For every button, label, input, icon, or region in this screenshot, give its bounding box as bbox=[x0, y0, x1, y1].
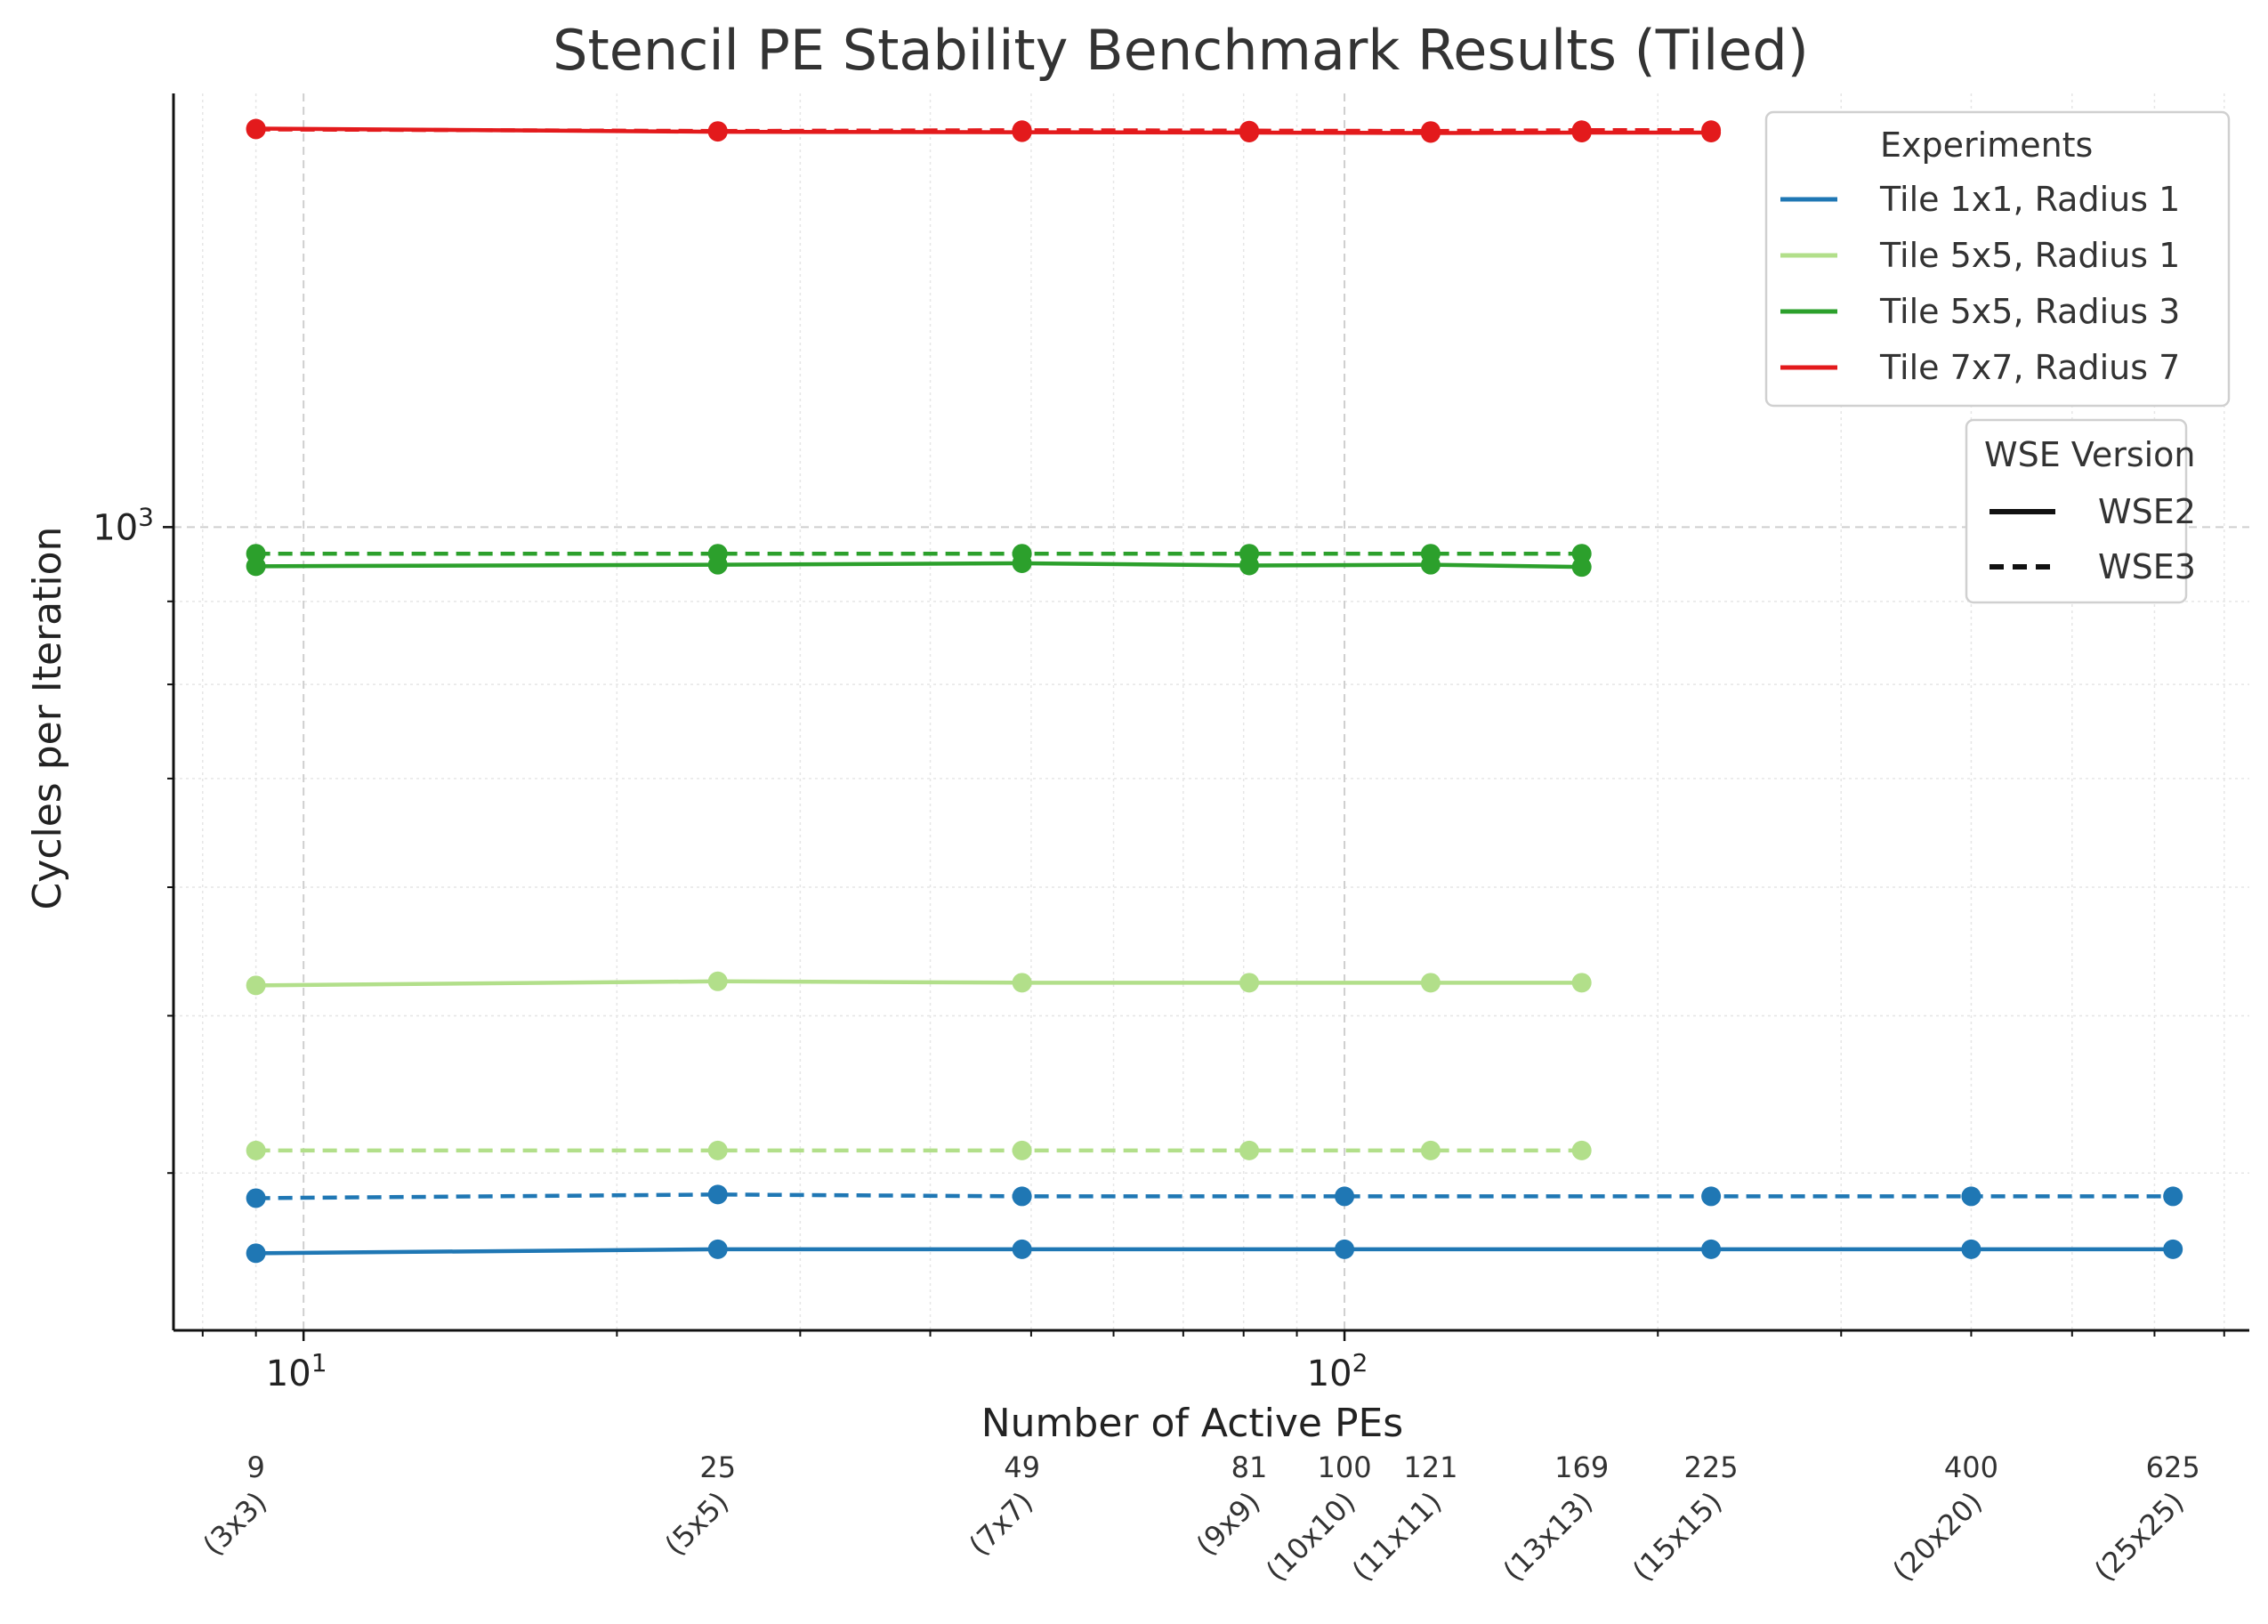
data-point bbox=[1571, 120, 1592, 141]
series-line bbox=[255, 1247, 2174, 1256]
pe-grid-label: (5x5) bbox=[658, 1485, 736, 1563]
legend-versions-box bbox=[1965, 418, 2188, 604]
series-3 bbox=[246, 1140, 1592, 1160]
data-point bbox=[246, 544, 266, 564]
data-point bbox=[246, 1140, 266, 1160]
x-tick-exponent: 1 bbox=[311, 1348, 327, 1378]
series-line bbox=[255, 1192, 2174, 1200]
series-line bbox=[255, 979, 1582, 988]
pe-count-label: 9 bbox=[246, 1450, 264, 1484]
x-tick-exponent: 2 bbox=[1352, 1348, 1368, 1378]
pe-grid-label: (9x9) bbox=[1190, 1485, 1267, 1563]
data-point bbox=[1335, 1239, 1355, 1259]
legend-version-label: WSE2 bbox=[2098, 492, 2196, 531]
x-tick-base: 10 bbox=[266, 1353, 311, 1394]
pe-count-label: 400 bbox=[1944, 1450, 1998, 1484]
data-point bbox=[1420, 544, 1441, 564]
pe-grid-label: (11x11) bbox=[1345, 1485, 1449, 1588]
data-point bbox=[707, 971, 728, 991]
pe-grid-label: (3x3) bbox=[197, 1485, 274, 1563]
data-point bbox=[1571, 973, 1592, 993]
data-point bbox=[1239, 120, 1260, 141]
data-point bbox=[1701, 120, 1722, 141]
data-point bbox=[1239, 973, 1260, 993]
pe-grid-label: (13x13) bbox=[1497, 1485, 1600, 1588]
legend-version-label: WSE3 bbox=[2098, 547, 2196, 586]
y-tick-exponent: 3 bbox=[138, 502, 154, 531]
x-tick-base: 10 bbox=[1307, 1353, 1352, 1394]
x-axis-label: Number of Active PEs bbox=[981, 1401, 1403, 1446]
axes-layer bbox=[163, 93, 2249, 1341]
series-7 bbox=[246, 119, 1722, 141]
series-5 bbox=[246, 544, 1592, 564]
x-tick-label: 102 bbox=[1307, 1348, 1368, 1394]
pe-count-label: 625 bbox=[2146, 1450, 2200, 1484]
legend-experiment-label: Tile 7x7, Radius 7 bbox=[1879, 348, 2180, 387]
data-point bbox=[1571, 544, 1592, 564]
pe-count-label: 225 bbox=[1684, 1450, 1739, 1484]
data-point bbox=[1012, 120, 1032, 141]
x-tick-label: 101 bbox=[266, 1348, 327, 1394]
pe-count-label: 25 bbox=[699, 1450, 736, 1484]
legend-experiments-title: Experiments bbox=[1880, 125, 2093, 165]
data-point bbox=[1420, 121, 1441, 141]
pe-grid-label: (10x10) bbox=[1259, 1485, 1362, 1588]
data-point bbox=[1961, 1186, 1981, 1207]
y-axis-label: Cycles per Iteration bbox=[25, 527, 70, 910]
data-point bbox=[1571, 1140, 1592, 1160]
data-point bbox=[1701, 1186, 1722, 1207]
data-point bbox=[246, 975, 266, 996]
data-point bbox=[1012, 1186, 1032, 1207]
data-point bbox=[707, 121, 728, 141]
series-1 bbox=[246, 1184, 2183, 1208]
legend-versions-title: WSE Version bbox=[1984, 435, 2196, 474]
data-point bbox=[1420, 1140, 1441, 1160]
y-tick-base: 10 bbox=[93, 507, 138, 548]
data-point bbox=[1961, 1239, 1981, 1259]
data-point bbox=[1335, 1186, 1355, 1207]
data-point bbox=[2163, 1186, 2183, 1207]
pe-count-label: 49 bbox=[1004, 1450, 1040, 1484]
data-point bbox=[707, 1140, 728, 1160]
data-point bbox=[1420, 973, 1441, 993]
data-point bbox=[246, 1188, 266, 1208]
series-2 bbox=[246, 971, 1592, 996]
data-point bbox=[707, 544, 728, 564]
legend-experiments-box bbox=[1764, 110, 2231, 408]
data-point bbox=[1012, 1140, 1032, 1160]
pe-grid-label: (7x7) bbox=[963, 1485, 1040, 1563]
pe-count-label: 100 bbox=[1318, 1450, 1372, 1484]
series-line bbox=[255, 561, 1582, 570]
data-point bbox=[707, 1184, 728, 1205]
data-point bbox=[246, 119, 266, 140]
legend-experiment-label: Tile 5x5, Radius 3 bbox=[1879, 292, 2180, 331]
data-point bbox=[1012, 973, 1032, 993]
y-tick-label: 103 bbox=[93, 502, 154, 548]
legend-experiment-label: Tile 1x1, Radius 1 bbox=[1879, 180, 2180, 219]
legend-experiment-label: Tile 5x5, Radius 1 bbox=[1879, 236, 2180, 275]
series-layer bbox=[246, 118, 2183, 1264]
data-point bbox=[2163, 1239, 2183, 1259]
legend-layer: Experiments Tile 1x1, Radius 1 Tile 5x5, R… bbox=[1764, 110, 2231, 604]
series-0 bbox=[246, 1239, 2183, 1264]
series-4 bbox=[246, 553, 1592, 578]
pe-count-label: 169 bbox=[1554, 1450, 1609, 1484]
data-point bbox=[707, 1239, 728, 1259]
pe-count-label: 121 bbox=[1403, 1450, 1457, 1484]
data-point bbox=[1701, 1239, 1722, 1259]
pe-count-label: 81 bbox=[1231, 1450, 1268, 1484]
chart-title: Stencil PE Stability Benchmark Results (… bbox=[553, 18, 1809, 83]
pe-grid-label: (20x20) bbox=[1886, 1485, 1990, 1588]
pe-grid-label: (15x15) bbox=[1626, 1485, 1729, 1588]
data-point bbox=[1239, 544, 1260, 564]
pe-grid-label: (25x25) bbox=[2087, 1485, 2191, 1588]
data-point bbox=[1012, 1239, 1032, 1259]
data-point bbox=[1239, 1140, 1260, 1160]
data-point bbox=[1012, 544, 1032, 564]
data-point bbox=[246, 1243, 266, 1264]
